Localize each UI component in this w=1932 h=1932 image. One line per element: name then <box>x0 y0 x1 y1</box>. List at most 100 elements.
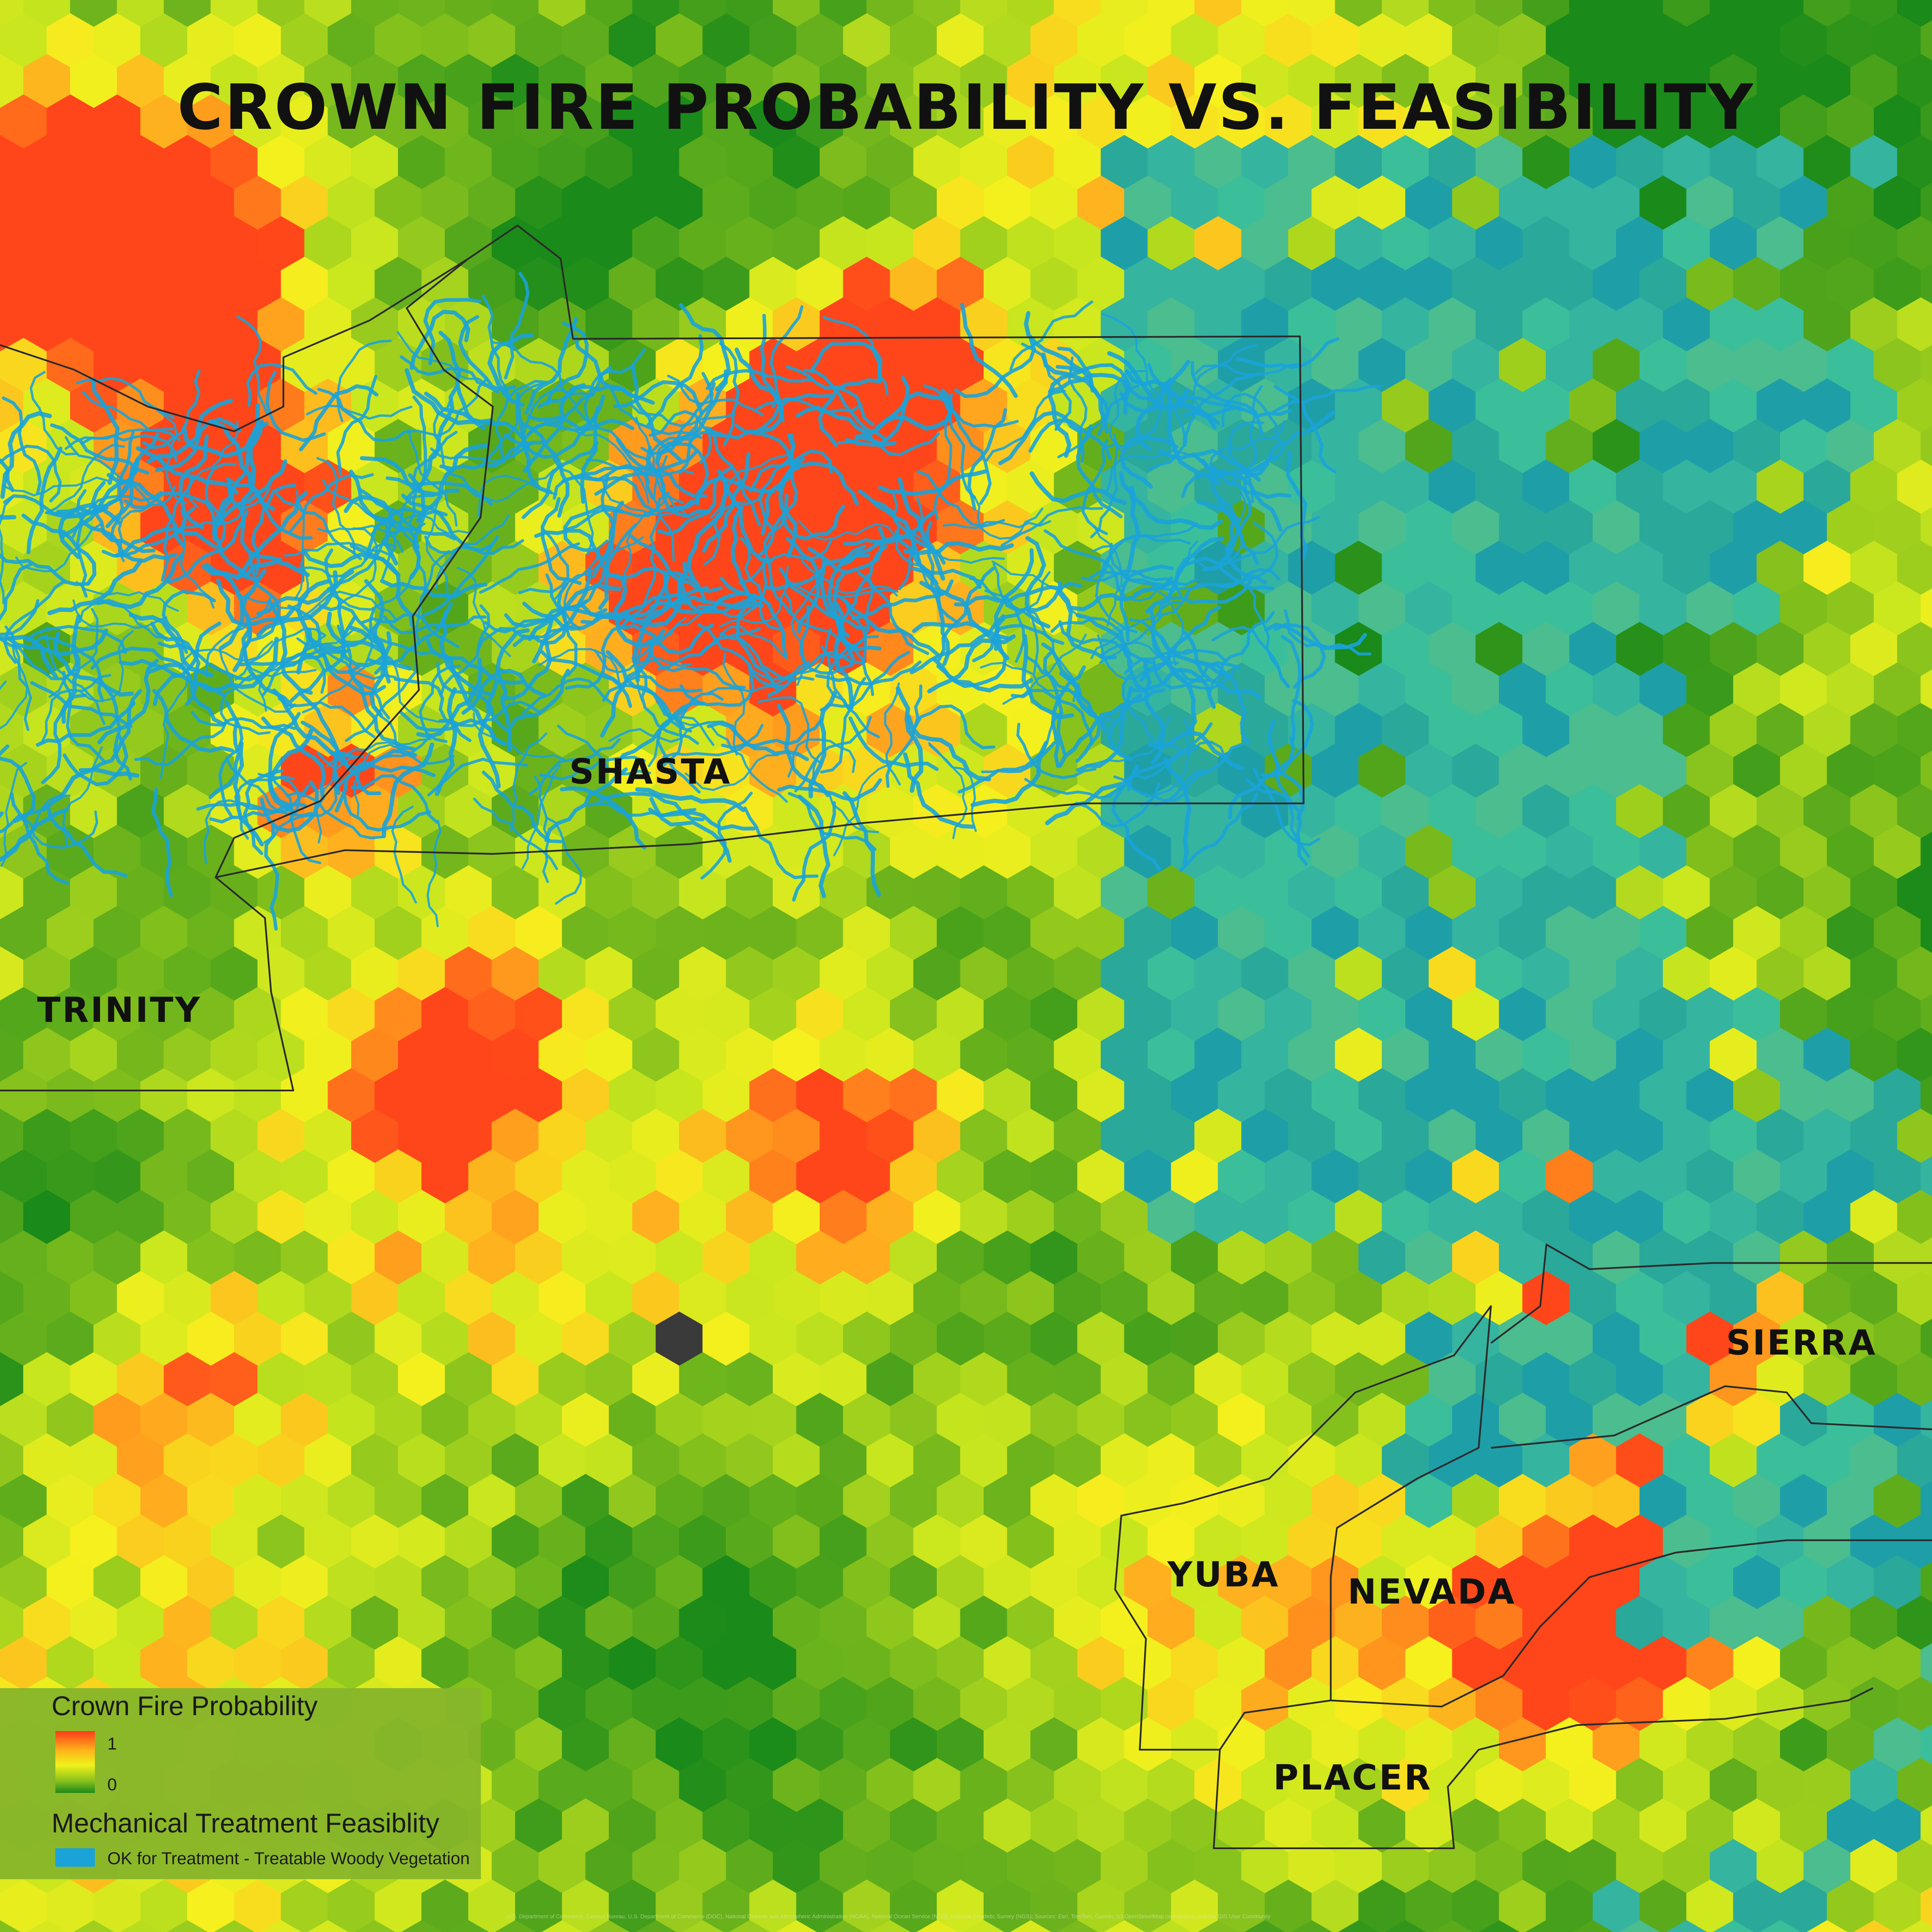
treatment-area <box>792 801 836 902</box>
treatment-area <box>209 784 310 824</box>
treatment-area <box>306 404 413 420</box>
treatment-area <box>1142 658 1166 765</box>
hex-cell <box>1920 1481 1932 1522</box>
treatment-area <box>544 767 628 842</box>
treatment-area <box>608 721 711 743</box>
treatment-area <box>225 756 313 817</box>
treatment-area <box>820 677 866 774</box>
treatment-area <box>480 382 544 468</box>
treatment-area <box>383 615 487 634</box>
treatment-area <box>248 553 281 642</box>
treatment-area <box>6 628 109 657</box>
treatment-area <box>264 823 279 931</box>
treatment-area <box>1274 385 1337 474</box>
treatment-area <box>513 582 569 647</box>
treatment-area <box>698 559 768 618</box>
treatment-area <box>1281 635 1302 742</box>
treatment-area <box>644 429 725 484</box>
treatment-area <box>957 741 1056 794</box>
hex-cell <box>0 0 24 27</box>
treatment-area <box>561 465 655 499</box>
hex-cell <box>1920 669 1932 710</box>
treatment-area <box>767 650 864 697</box>
hex-cell <box>1920 264 1932 304</box>
treatment-area <box>0 553 89 586</box>
hex-cell <box>1244 1920 1286 1932</box>
treatment-area <box>794 716 872 793</box>
treatment-area <box>1099 593 1190 659</box>
treatment-area <box>991 560 1082 618</box>
treatment-area <box>657 465 734 536</box>
treatment-area <box>79 630 134 702</box>
treatment-area <box>438 700 541 727</box>
treatment-area <box>439 604 491 697</box>
treatment-area <box>541 497 582 585</box>
treatment-area <box>1 476 109 497</box>
treatment-area <box>401 493 493 553</box>
treatment-area <box>167 510 249 584</box>
treatment-area <box>407 429 458 527</box>
treatment-area <box>1127 722 1213 792</box>
treatment-area <box>565 615 632 690</box>
treatment-area <box>534 775 550 883</box>
treatment-area <box>198 637 279 693</box>
treatment-area <box>267 599 313 695</box>
treatment-area <box>697 623 786 688</box>
treatment-area <box>826 635 879 711</box>
county-label: TRINITY <box>37 990 201 1030</box>
treatment-area <box>521 677 614 715</box>
treatment-area <box>1109 552 1206 591</box>
treatment-area <box>155 417 242 473</box>
treatment-area <box>212 459 288 541</box>
treatment-area <box>56 457 140 515</box>
treatment-area <box>1247 586 1290 688</box>
treatment-area <box>286 791 384 840</box>
treatment-area <box>234 775 295 840</box>
treatment-area <box>36 701 136 747</box>
hex-cell <box>73 1920 115 1932</box>
treatment-area <box>529 738 621 796</box>
treatment-area <box>62 746 103 847</box>
treatment-area <box>1119 471 1141 580</box>
treatment-area <box>0 762 27 867</box>
legend-swatch <box>55 1848 95 1867</box>
treatment-area <box>885 684 923 788</box>
treatment-area <box>1121 674 1186 754</box>
treatment-area <box>337 527 379 607</box>
hex-cell <box>167 1920 208 1932</box>
legend-gradient <box>55 1731 95 1793</box>
treatment-area <box>827 544 866 638</box>
treatment-area <box>368 512 427 596</box>
hex-cell <box>1920 1318 1932 1359</box>
hex-cell <box>1920 832 1932 872</box>
treatment-area <box>631 365 682 462</box>
treatment-area <box>623 491 670 585</box>
treatment-area <box>1095 542 1138 633</box>
treatment-area <box>620 623 714 655</box>
treatment-area <box>835 544 888 644</box>
treatment-area <box>834 601 854 710</box>
treatment-area <box>434 687 458 796</box>
treatment-area <box>287 751 339 823</box>
treatment-area <box>649 410 712 464</box>
hex-cell <box>307 1920 349 1932</box>
treatment-area <box>281 620 381 668</box>
treatment-area <box>610 387 702 439</box>
treatment-area <box>21 513 97 586</box>
treatment-area <box>267 729 313 814</box>
treatment-area <box>735 602 779 692</box>
treatment-area <box>1201 459 1283 532</box>
treatment-area <box>1151 633 1197 733</box>
treatment-area <box>843 599 939 656</box>
treatment-area <box>46 805 128 878</box>
treatment-area <box>371 513 471 535</box>
treatment-area <box>423 298 481 365</box>
treatment-area <box>301 720 382 796</box>
treatment-area <box>201 564 245 650</box>
treatment-area <box>1221 392 1283 447</box>
hex-cell <box>916 1920 958 1932</box>
treatment-area <box>532 568 592 664</box>
treatment-area <box>973 495 1044 540</box>
county-boundaries <box>0 225 1932 1850</box>
treatment-area <box>232 569 267 672</box>
